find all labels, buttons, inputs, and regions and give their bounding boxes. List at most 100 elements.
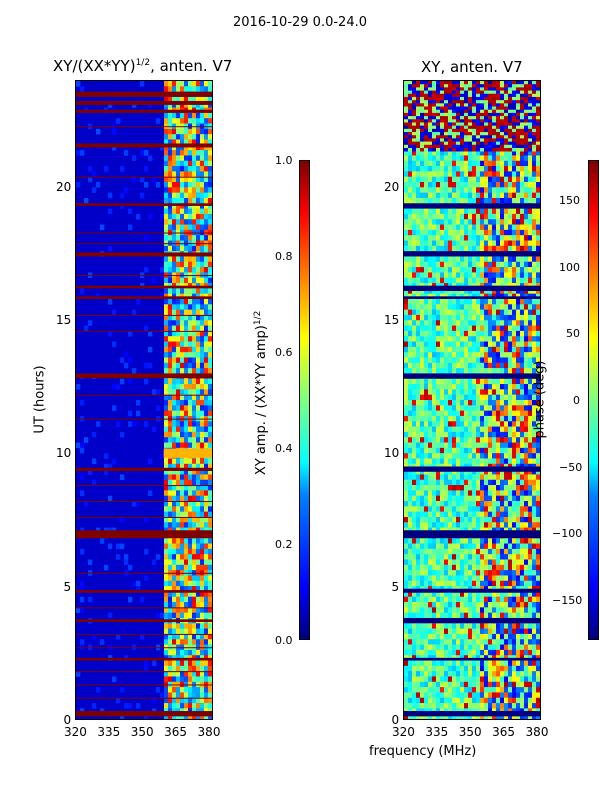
heatmap-cell	[196, 197, 201, 204]
heatmap-cell	[440, 410, 445, 417]
heatmap-cell	[404, 150, 409, 156]
left-title-superscript: 1/2	[135, 58, 151, 68]
heatmap-cell	[196, 676, 201, 683]
heatmap-cell	[204, 182, 209, 188]
heatmap-cell	[452, 208, 457, 215]
heatmap-cell	[420, 426, 425, 433]
heatmap-cell	[196, 96, 201, 103]
heatmap-cell	[512, 182, 517, 188]
heatmap-cell	[432, 368, 437, 374]
heatmap-cell	[100, 538, 105, 544]
heatmap-cell	[476, 330, 481, 337]
heatmap-cell	[432, 314, 437, 321]
heatmap-cell	[516, 187, 521, 193]
heatmap-cell	[464, 501, 469, 507]
heatmap-cell	[452, 309, 457, 316]
heatmap-cell	[424, 267, 429, 273]
heatmap-cell	[504, 197, 509, 204]
heatmap-cell	[464, 336, 469, 342]
heatmap-cell	[476, 235, 481, 241]
heatmap-cell	[500, 192, 505, 199]
heatmap-cell	[488, 357, 493, 364]
heatmap-cell	[132, 501, 137, 507]
heatmap-cell	[428, 591, 433, 598]
heatmap-cell	[188, 96, 193, 103]
heatmap-cell	[476, 522, 481, 528]
heatmap-cell	[524, 506, 529, 512]
heatmap-cell	[192, 554, 197, 560]
heatmap-cell	[536, 389, 540, 395]
heatmap-cell	[208, 304, 212, 310]
heatmap-cell	[208, 538, 212, 544]
heatmap-cell	[504, 415, 509, 422]
heatmap-cell	[436, 298, 441, 305]
heatmap-cell	[184, 134, 189, 140]
heatmap-cell	[528, 330, 533, 337]
heatmap-cell	[448, 410, 453, 417]
heatmap-cell	[404, 352, 409, 358]
heatmap-cell	[176, 697, 181, 704]
heatmap-cell	[140, 176, 145, 183]
heatmap-cell	[412, 516, 417, 523]
heatmap-cell	[476, 415, 481, 422]
bright-row	[163, 448, 212, 453]
heatmap-cell	[196, 421, 201, 427]
heatmap-cell	[176, 548, 181, 555]
heatmap-cell	[504, 554, 509, 560]
heatmap-cell	[504, 224, 509, 231]
heatmap-cell	[532, 288, 537, 294]
heatmap-cell	[408, 437, 413, 443]
heatmap-cell	[188, 171, 193, 177]
heatmap-cell	[408, 320, 413, 326]
heatmap-cell	[404, 384, 409, 390]
heatmap-cell	[180, 112, 185, 119]
heatmap-cell	[536, 245, 540, 252]
heatmap-cell	[172, 256, 177, 263]
heatmap-cell	[504, 150, 509, 156]
heatmap-cell	[532, 522, 537, 528]
heatmap-cell	[472, 277, 477, 284]
heatmap-cell	[404, 182, 409, 188]
heatmap-cell	[536, 235, 540, 241]
heatmap-cell	[432, 261, 437, 268]
heatmap-cell	[436, 575, 441, 582]
heatmap-cell	[192, 591, 197, 598]
heatmap-cell	[208, 320, 212, 326]
heatmap-cell	[180, 697, 185, 704]
heatmap-cell	[444, 458, 449, 465]
heatmap-cell	[504, 352, 509, 358]
heatmap-cell	[500, 389, 505, 395]
heatmap-cell	[172, 506, 177, 512]
heatmap-cell	[532, 187, 537, 193]
heatmap-cell	[188, 469, 193, 475]
heatmap-cell	[196, 346, 201, 353]
heatmap-cell	[128, 208, 133, 215]
heatmap-cell	[408, 378, 413, 385]
heatmap-cell	[424, 261, 429, 268]
heatmap-cell	[168, 208, 173, 215]
heatmap-cell	[456, 431, 461, 438]
heatmap-cell	[472, 384, 477, 390]
heatmap-cell	[476, 570, 481, 576]
heatmap-cell	[448, 352, 453, 358]
heatmap-cell	[132, 155, 137, 162]
heatmap-cell	[472, 229, 477, 236]
heatmap-cell	[188, 336, 193, 342]
heatmap-cell	[524, 458, 529, 465]
heatmap-cell	[412, 501, 417, 507]
heatmap-cell	[464, 341, 469, 348]
heatmap-cell	[448, 421, 453, 427]
heatmap-cell	[436, 485, 441, 491]
heatmap-cell	[460, 229, 465, 236]
heatmap-cell	[532, 548, 537, 555]
heatmap-cell	[196, 490, 201, 496]
heatmap-cell	[440, 426, 445, 433]
heatmap-cell	[180, 479, 185, 486]
heatmap-cell	[520, 506, 525, 512]
heatmap-cell	[516, 378, 521, 385]
heatmap-cell	[496, 410, 501, 417]
heatmap-cell	[204, 304, 209, 310]
flagged-band	[76, 590, 212, 593]
heatmap-cell	[416, 171, 421, 177]
heatmap-cell	[180, 442, 185, 449]
